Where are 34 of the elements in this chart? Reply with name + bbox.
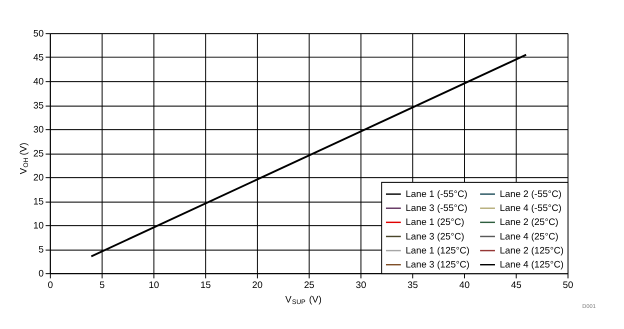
legend-label: Lane 1 (25°C) — [406, 216, 464, 228]
y-tick-label: 0 — [38, 267, 44, 278]
legend-label: Lane 4 (125°C) — [500, 258, 564, 270]
y-tick-label: 10 — [33, 219, 44, 230]
y-tick-label: 50 — [33, 27, 44, 38]
x-tick-label: 40 — [459, 278, 470, 290]
legend-label: Lane 3 (-55°C) — [406, 202, 468, 214]
legend-label: Lane 3 (25°C) — [406, 230, 464, 242]
legend-label: Lane 1 (125°C) — [406, 244, 470, 256]
legend-label: Lane 4 (-55°C) — [500, 202, 562, 214]
legend-label: Lane 4 (25°C) — [500, 230, 558, 242]
x-tick-label: 10 — [148, 278, 160, 290]
y-tick-label: 45 — [33, 51, 44, 62]
x-tick-label: 30 — [356, 278, 366, 290]
legend-label: Lane 3 (125°C) — [406, 258, 470, 270]
x-tick-label: 50 — [562, 278, 574, 290]
x-tick-label: 25 — [304, 278, 314, 290]
x-tick-label: 35 — [407, 278, 418, 290]
y-tick-label: 30 — [33, 123, 44, 134]
y-tick-label: 15 — [33, 195, 44, 206]
x-tick-label: 45 — [511, 278, 522, 290]
legend-label: Lane 2 (125°C) — [500, 244, 564, 256]
y-tick-label: 25 — [33, 147, 44, 158]
x-tick-label: 20 — [252, 278, 263, 290]
x-tick-label: 5 — [100, 278, 105, 290]
y-tick-label: 35 — [33, 99, 44, 110]
legend-label: Lane 2 (25°C) — [500, 216, 558, 228]
y-tick-label: 5 — [38, 243, 44, 254]
y-tick-label: 20 — [33, 171, 44, 182]
legend-label: Lane 1 (-55°C) — [406, 188, 468, 199]
x-tick-label: 15 — [200, 278, 211, 290]
legend-label: Lane 2 (-55°C) — [500, 188, 562, 199]
y-tick-label: 40 — [33, 75, 44, 86]
x-tick-label: 0 — [48, 278, 53, 290]
